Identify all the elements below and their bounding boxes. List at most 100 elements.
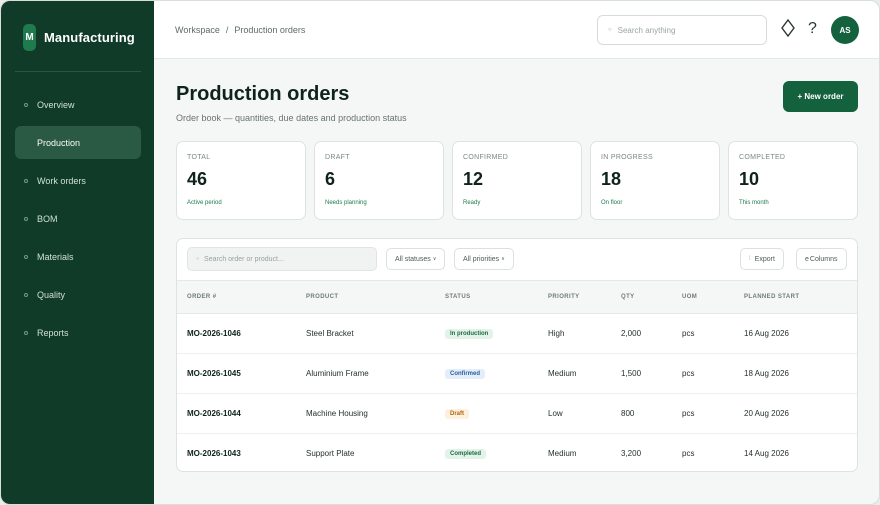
stat-note: Ready: [463, 200, 481, 206]
brand[interactable]: M Manufacturing: [23, 24, 135, 51]
column-header-uom[interactable]: UOM: [682, 294, 698, 300]
sidebar-item-label: Overview: [37, 99, 75, 110]
global-search-input[interactable]: ○ Search anything: [597, 15, 767, 45]
table-search-placeholder: Search order or product...: [204, 255, 284, 263]
brand-logo: M: [23, 24, 36, 51]
search-icon: ○: [608, 27, 612, 33]
stat-value: 12: [463, 169, 484, 189]
export-label: Export: [754, 255, 775, 263]
column-header-planned-start[interactable]: PLANNED START: [744, 294, 800, 300]
export-icon: ⁞: [749, 256, 751, 262]
stat-card-draft[interactable]: DRAFT 6 Needs planning: [314, 141, 444, 220]
table-search-input[interactable]: ○ Search order or product...: [187, 247, 377, 271]
table-row[interactable]: MO-2026-1043 Support Plate Completed Med…: [177, 434, 857, 471]
priority: Medium: [548, 449, 577, 458]
order-number[interactable]: MO-2026-1046: [187, 329, 241, 338]
table-row[interactable]: MO-2026-1044 Machine Housing Draft Low 8…: [177, 394, 857, 434]
order-number[interactable]: MO-2026-1043: [187, 449, 241, 458]
sidebar-item-materials[interactable]: Materials: [15, 240, 141, 273]
stat-note: This month: [739, 200, 769, 206]
column-header-qty[interactable]: QTY: [621, 294, 635, 300]
orders-table-card: ○ Search order or product... All statuse…: [176, 238, 858, 472]
status-badge: Draft: [445, 409, 470, 419]
column-header-priority[interactable]: PRIORITY: [548, 294, 580, 300]
priority: High: [548, 329, 565, 338]
stat-value: 10: [739, 169, 760, 189]
stat-card-in-progress[interactable]: IN PROGRESS 18 On floor: [590, 141, 720, 220]
sidebar-item-label: Materials: [37, 251, 74, 262]
stat-value: 46: [187, 169, 208, 189]
top-bar: Workspace / Production orders ○ Search a…: [154, 1, 879, 59]
status-badge: Confirmed: [445, 369, 485, 379]
uom: pcs: [682, 329, 695, 338]
bullet-icon: [24, 216, 28, 221]
order-number[interactable]: MO-2026-1045: [187, 369, 241, 378]
bullet-icon: [24, 141, 28, 145]
columns-label: Columns: [809, 255, 838, 263]
column-header-status[interactable]: STATUS: [445, 294, 471, 300]
export-button[interactable]: ⁞ Export: [740, 248, 784, 270]
status-filter-select[interactable]: All statuses ∨: [386, 248, 446, 270]
breadcrumb-workspace[interactable]: Workspace: [175, 25, 220, 35]
priority: Medium: [548, 369, 577, 378]
sidebar-item-label: BOM: [37, 213, 58, 224]
priority: Low: [548, 409, 563, 418]
stat-note: On floor: [601, 200, 623, 206]
diamond-icon[interactable]: [781, 18, 795, 42]
sidebar-item-label: Reports: [37, 327, 69, 338]
planned-start: 14 Aug 2026: [744, 449, 789, 458]
stat-label: IN PROGRESS: [601, 154, 653, 161]
help-icon[interactable]: ?: [808, 20, 817, 37]
planned-start: 18 Aug 2026: [744, 369, 789, 378]
brand-name: Manufacturing: [44, 30, 135, 45]
sidebar-item-label: Quality: [37, 289, 66, 300]
product-name: Machine Housing: [306, 409, 368, 418]
sidebar-item-label: Production: [37, 137, 81, 148]
status-badge: Completed: [445, 449, 487, 459]
uom: pcs: [682, 449, 695, 458]
sidebar-item-quality[interactable]: Quality: [15, 278, 141, 311]
stat-note: Needs planning: [325, 200, 367, 206]
bullet-icon: [24, 254, 28, 259]
priority-filter-select[interactable]: All priorities ∨: [454, 248, 514, 270]
stat-note: Active period: [187, 200, 222, 206]
stat-card-confirmed[interactable]: CONFIRMED 12 Ready: [452, 141, 582, 220]
priority-filter-label: All priorities: [463, 255, 500, 263]
breadcrumb: Workspace / Production orders: [175, 25, 305, 35]
sidebar-item-reports[interactable]: Reports: [15, 316, 141, 349]
bullet-icon: [24, 102, 28, 107]
new-order-button[interactable]: + New order: [783, 81, 858, 112]
sidebar-divider: [15, 71, 141, 72]
chevron-down-icon: ∨: [501, 256, 505, 262]
chevron-down-icon: ∨: [432, 256, 437, 262]
product-name: Steel Bracket: [306, 329, 354, 338]
product-name: Support Plate: [306, 449, 355, 458]
table-row[interactable]: MO-2026-1046 Steel Bracket In production…: [177, 314, 857, 354]
stat-value: 6: [325, 169, 336, 189]
column-header-order[interactable]: ORDER #: [187, 294, 217, 300]
uom: pcs: [682, 369, 695, 378]
sidebar: M Manufacturing Overview Production Work…: [1, 1, 154, 504]
order-number[interactable]: MO-2026-1044: [187, 409, 241, 418]
stat-card-completed[interactable]: COMPLETED 10 This month: [728, 141, 858, 220]
columns-icon: e: [805, 255, 809, 263]
sidebar-item-bom[interactable]: BOM: [15, 202, 141, 235]
table-header: ORDER # PRODUCT STATUS PRIORITY QTY UOM …: [177, 280, 857, 314]
stat-cards: TOTAL 46 Active period DRAFT 6 Needs pla…: [176, 141, 858, 220]
stat-label: DRAFT: [325, 154, 350, 161]
status-filter-label: All statuses: [395, 255, 431, 263]
columns-button[interactable]: e Columns: [796, 248, 847, 270]
sidebar-item-overview[interactable]: Overview: [15, 88, 141, 121]
table-row[interactable]: MO-2026-1045 Aluminium Frame Confirmed M…: [177, 354, 857, 394]
page-title: Production orders: [176, 83, 350, 105]
column-header-product[interactable]: PRODUCT: [306, 294, 339, 300]
sidebar-item-label: Work orders: [37, 175, 86, 186]
page-subtitle: Order book — quantities, due dates and p…: [176, 113, 407, 123]
quantity: 800: [621, 409, 635, 418]
stat-card-total[interactable]: TOTAL 46 Active period: [176, 141, 306, 220]
sidebar-item-work-orders[interactable]: Work orders: [15, 164, 141, 197]
sidebar-item-production[interactable]: Production: [15, 126, 141, 159]
stat-label: CONFIRMED: [463, 154, 509, 161]
avatar[interactable]: AS: [831, 16, 859, 44]
